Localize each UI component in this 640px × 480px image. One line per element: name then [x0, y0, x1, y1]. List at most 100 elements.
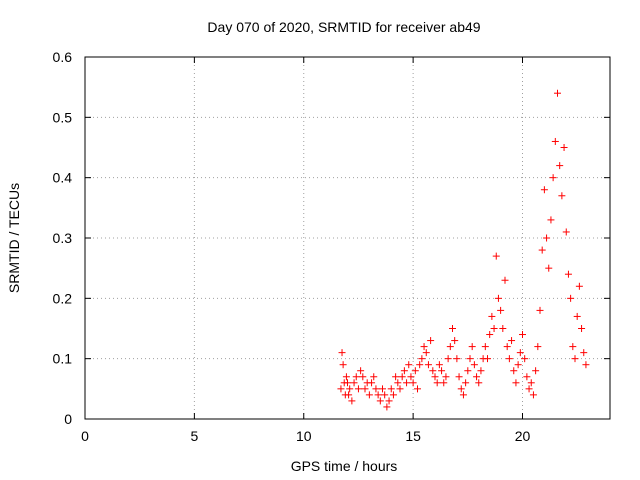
data-point [339, 361, 347, 369]
data-points [337, 89, 590, 411]
data-point [424, 361, 432, 369]
x-tick-label: 20 [515, 428, 531, 444]
data-point [534, 343, 542, 351]
data-point [488, 312, 496, 320]
data-point [442, 373, 450, 381]
data-point [403, 379, 411, 387]
data-point [387, 385, 395, 393]
data-point [400, 367, 408, 375]
data-point [433, 379, 441, 387]
data-point [549, 174, 557, 182]
data-point [578, 325, 586, 332]
x-tick-label: 15 [405, 428, 421, 444]
data-point [551, 137, 559, 145]
data-point [414, 385, 421, 393]
data-point [354, 385, 362, 393]
data-point [459, 391, 467, 399]
data-point [497, 306, 505, 314]
data-point [564, 270, 572, 278]
data-point [446, 343, 454, 351]
data-point [473, 373, 481, 381]
data-point [571, 355, 579, 363]
data-point [361, 385, 369, 393]
data-point [545, 264, 553, 272]
data-point [499, 325, 507, 332]
data-point [468, 343, 476, 351]
data-point [569, 343, 577, 351]
data-point [381, 391, 389, 399]
chart-title: Day 070 of 2020, SRMTID for receiver ab4… [207, 19, 480, 35]
data-point [346, 385, 354, 393]
plot-frame [84, 56, 611, 420]
data-point [394, 379, 402, 387]
data-point [420, 343, 428, 351]
data-point [540, 186, 548, 194]
data-point [562, 228, 570, 236]
data-point [519, 331, 526, 339]
data-point [464, 367, 472, 375]
y-tick-label: 0 [64, 411, 72, 427]
data-point [580, 349, 588, 357]
data-point [582, 361, 590, 369]
grid-lines [85, 57, 610, 419]
data-point [392, 373, 400, 381]
y-tick-label: 0.1 [53, 351, 73, 367]
data-point [357, 367, 365, 375]
data-point [567, 294, 575, 302]
y-axis-title: SRMTID / TECUs [6, 183, 22, 293]
axis-ticks [84, 56, 610, 420]
data-point [547, 216, 555, 224]
data-point [342, 373, 350, 381]
data-point [490, 325, 498, 332]
data-point [352, 373, 360, 381]
data-point [462, 379, 470, 387]
data-point [345, 391, 353, 399]
x-axis-title: GPS time / hours [291, 458, 398, 474]
data-point [368, 379, 376, 387]
data-point [560, 144, 568, 151]
data-point [411, 367, 419, 375]
data-point [573, 312, 581, 320]
data-point [337, 385, 345, 393]
data-point [470, 361, 478, 369]
data-point [350, 379, 358, 387]
data-point [405, 361, 413, 369]
data-point [359, 373, 367, 381]
data-point [556, 162, 564, 170]
data-point [409, 379, 417, 387]
x-tick-label: 10 [296, 428, 312, 444]
data-point [529, 391, 537, 399]
data-point [554, 89, 561, 97]
data-point [453, 355, 461, 363]
data-point [398, 373, 406, 381]
data-point [512, 379, 520, 387]
data-point [407, 373, 415, 381]
data-point [575, 282, 583, 290]
data-point [383, 403, 391, 411]
data-point [422, 349, 430, 357]
x-tick-label: 0 [81, 428, 89, 444]
data-point [440, 379, 448, 387]
data-point [374, 391, 382, 399]
data-point [418, 355, 426, 363]
y-axis-tick-labels: 0 0.1 0.2 0.3 0.4 0.5 0.6 [53, 49, 73, 427]
data-point [365, 391, 373, 399]
data-point [466, 355, 474, 363]
y-tick-label: 0.3 [53, 230, 73, 246]
data-point [444, 355, 452, 363]
data-point [431, 373, 439, 381]
data-point [338, 349, 346, 357]
data-point [492, 252, 500, 260]
y-tick-label: 0.2 [53, 290, 73, 306]
data-point [503, 343, 511, 351]
data-point [486, 331, 494, 339]
data-point [449, 325, 456, 332]
data-point [514, 361, 522, 369]
data-point [484, 355, 491, 363]
data-point [396, 385, 404, 393]
data-point [523, 373, 531, 381]
data-point [543, 234, 551, 242]
data-point [370, 373, 378, 381]
data-point [536, 306, 544, 314]
data-point [505, 355, 513, 363]
